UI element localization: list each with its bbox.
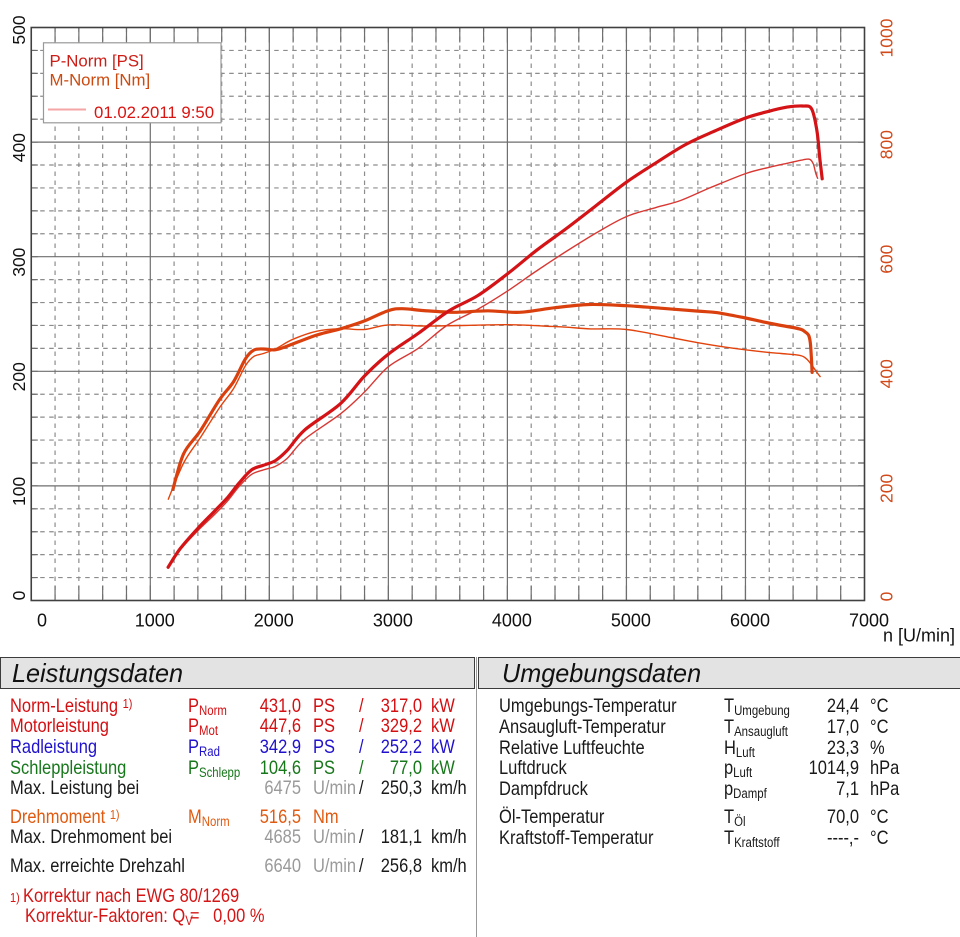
svg-text:1000: 1000 bbox=[135, 611, 175, 631]
svg-text:2000: 2000 bbox=[254, 611, 294, 631]
svg-text:200: 200 bbox=[877, 474, 897, 503]
svg-text:800: 800 bbox=[877, 130, 897, 159]
svg-text:7000: 7000 bbox=[849, 611, 889, 631]
svg-text:0: 0 bbox=[877, 591, 897, 601]
svg-text:600: 600 bbox=[877, 244, 897, 273]
svg-text:0: 0 bbox=[9, 590, 29, 600]
svg-text:5000: 5000 bbox=[611, 611, 651, 631]
svg-text:300: 300 bbox=[9, 247, 29, 276]
svg-text:P-Norm [PS]: P-Norm [PS] bbox=[50, 52, 144, 71]
svg-text:200: 200 bbox=[9, 362, 29, 391]
svg-text:400: 400 bbox=[877, 359, 897, 388]
svg-text:0: 0 bbox=[37, 611, 47, 631]
svg-text:1000: 1000 bbox=[877, 18, 897, 57]
svg-text:M-Norm [Nm]: M-Norm [Nm] bbox=[50, 70, 151, 89]
svg-text:6000: 6000 bbox=[730, 611, 770, 631]
svg-text:100: 100 bbox=[9, 477, 29, 506]
svg-text:4000: 4000 bbox=[492, 611, 532, 631]
svg-text:n [U/min]: n [U/min] bbox=[883, 626, 955, 646]
svg-text:500: 500 bbox=[9, 15, 29, 44]
svg-text:01.02.2011 9:50: 01.02.2011 9:50 bbox=[94, 103, 214, 122]
svg-text:3000: 3000 bbox=[373, 611, 413, 631]
svg-text:400: 400 bbox=[9, 133, 29, 162]
